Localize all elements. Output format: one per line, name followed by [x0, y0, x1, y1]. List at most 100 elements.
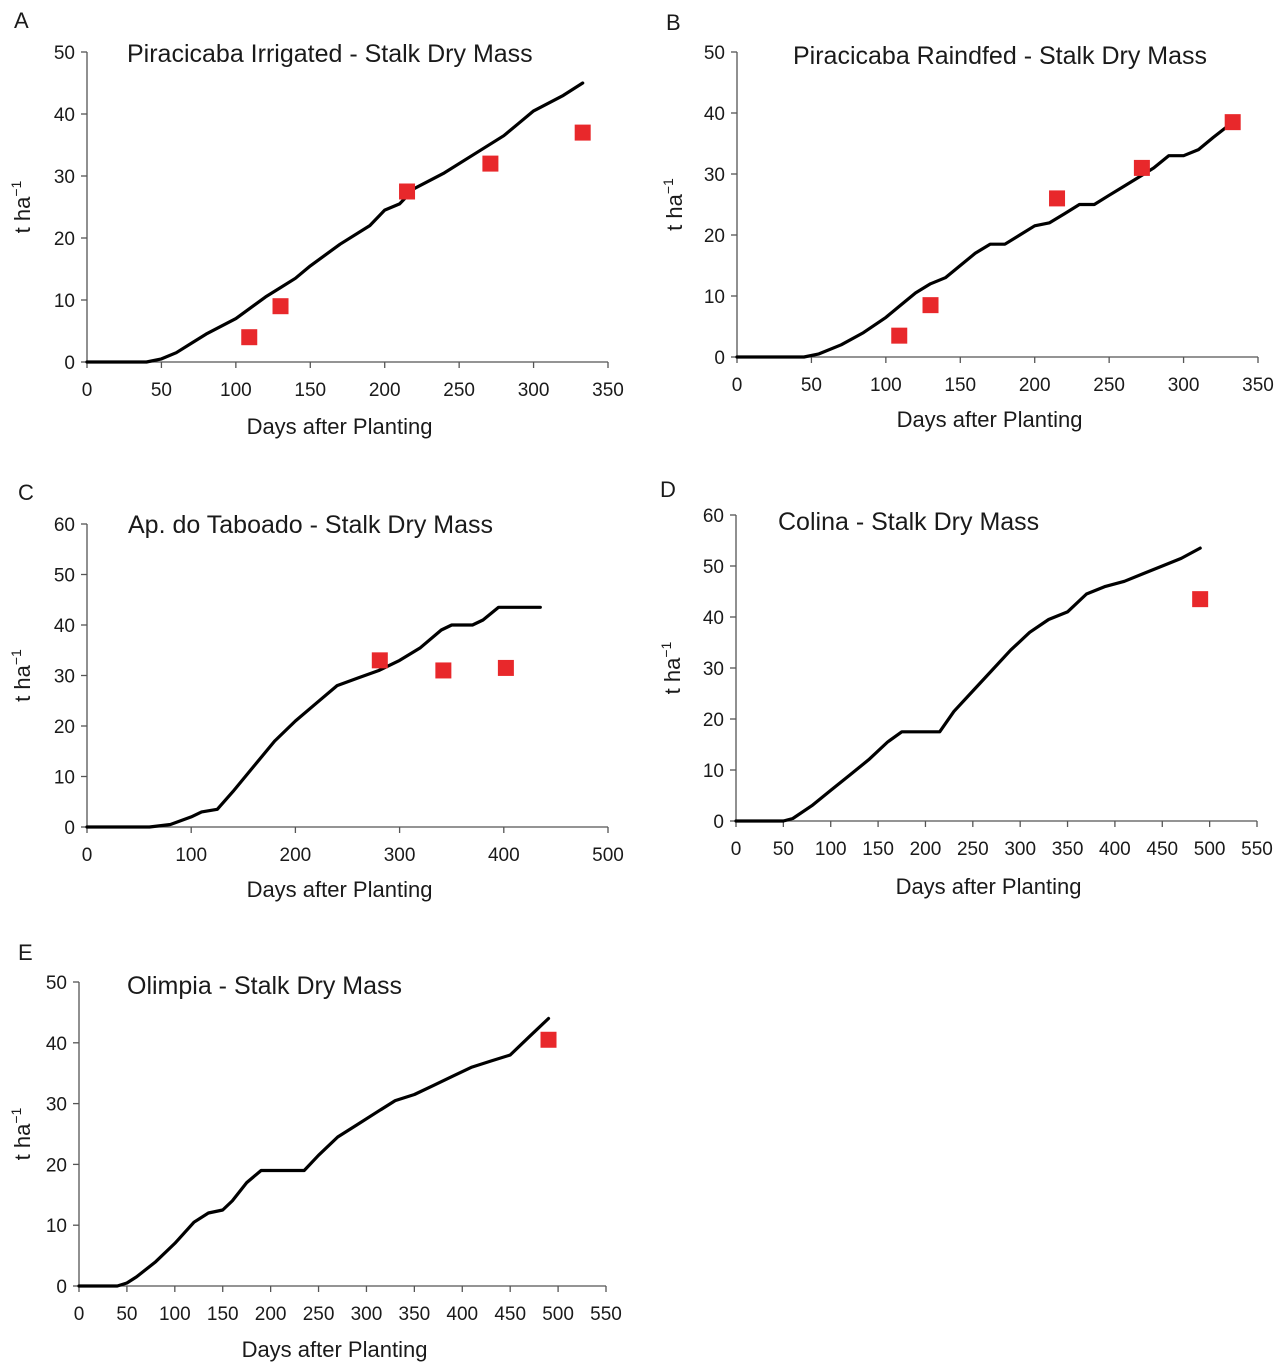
y-axis-title-text: t ha [10, 1123, 35, 1160]
simulated-line [85, 81, 585, 364]
observed-point [399, 183, 416, 200]
x-tick-label: 150 [207, 1304, 239, 1325]
y-tick-label: 50 [704, 43, 725, 64]
observed-point [1224, 114, 1241, 131]
y-axis-title: t ha−1 [8, 180, 35, 233]
y-axis-title-superscript: −1 [660, 178, 676, 194]
y-tick-label: 10 [54, 768, 75, 789]
panel-letter: A [14, 8, 29, 33]
x-tick-label: 450 [1146, 839, 1178, 860]
y-tick-label: 50 [54, 566, 75, 587]
chart-title: Piracicaba Irrigated - Stalk Dry Mass [127, 40, 533, 68]
x-tick-label: 500 [542, 1304, 574, 1325]
observed-point [540, 1031, 557, 1048]
chart-title: Piracicaba Raindfed - Stalk Dry Mass [793, 42, 1207, 70]
y-tick-label: 40 [703, 608, 724, 629]
y-tick-label: 10 [703, 761, 724, 782]
observed-point [574, 124, 591, 141]
x-tick-label: 150 [862, 839, 894, 860]
x-axis-title: Days after Planting [896, 874, 1082, 899]
x-tick-label: 150 [944, 375, 976, 396]
simulated-line [77, 1016, 551, 1288]
observed-point [1133, 159, 1150, 176]
x-tick-label: 350 [399, 1304, 431, 1325]
x-axis-title: Days after Planting [897, 407, 1083, 432]
x-tick-label: 100 [870, 375, 902, 396]
y-tick-label: 60 [54, 515, 75, 536]
y-tick-label: 30 [703, 659, 724, 680]
x-tick-label: 250 [1093, 375, 1125, 396]
y-axis-title: t ha−1 [660, 178, 687, 231]
y-tick-label: 20 [54, 717, 75, 738]
x-tick-label: 50 [151, 380, 172, 401]
y-tick-label: 10 [54, 291, 75, 312]
y-tick-label: 0 [64, 353, 75, 374]
simulated-line [735, 120, 1235, 359]
y-axis-title: t ha−1 [658, 641, 685, 694]
y-tick-label: 20 [54, 229, 75, 250]
y-tick-label: 40 [46, 1034, 67, 1055]
y-axis-title-text: t ha [10, 196, 35, 233]
y-axis-title-text: t ha [660, 657, 685, 694]
x-tick-label: 100 [159, 1304, 191, 1325]
y-tick-label: 50 [54, 43, 75, 64]
simulated-line [85, 605, 542, 829]
observed-point [435, 662, 452, 679]
x-tick-label: 200 [280, 845, 312, 866]
x-tick-label: 350 [1052, 839, 1084, 860]
x-tick-label: 550 [590, 1304, 622, 1325]
x-tick-label: 0 [732, 375, 743, 396]
y-tick-label: 50 [703, 557, 724, 578]
y-axis-title-superscript: −1 [8, 1107, 24, 1123]
x-axis-title: Days after Planting [247, 414, 433, 439]
y-axis-title-superscript: −1 [658, 641, 674, 657]
x-tick-label: 100 [815, 839, 847, 860]
chart-title: Ap. do Taboado - Stalk Dry Mass [128, 511, 493, 539]
x-tick-label: 100 [175, 845, 207, 866]
x-tick-label: 200 [910, 839, 942, 860]
y-tick-label: 50 [46, 973, 67, 994]
y-tick-label: 30 [46, 1095, 67, 1116]
x-tick-label: 50 [116, 1304, 137, 1325]
x-tick-label: 400 [446, 1304, 478, 1325]
x-tick-label: 500 [592, 845, 624, 866]
y-tick-label: 20 [703, 710, 724, 731]
chart-panel-a: A Piracicaba Irrigated - Stalk Dry Mass 0 1… [8, 8, 624, 439]
chart-title: Olimpia - Stalk Dry Mass [127, 972, 402, 1000]
x-tick-label: 350 [1242, 375, 1274, 396]
y-tick-label: 40 [54, 105, 75, 126]
y-axis-title-text: t ha [662, 193, 687, 230]
y-tick-label: 30 [704, 165, 725, 186]
y-tick-label: 0 [56, 1277, 67, 1298]
x-tick-label: 250 [303, 1304, 335, 1325]
y-tick-label: 40 [54, 616, 75, 637]
x-tick-label: 250 [443, 380, 475, 401]
x-tick-label: 100 [220, 380, 252, 401]
y-axis-title-superscript: −1 [8, 649, 24, 665]
chart-panel-d: D Colina - Stalk Dry Mass 0 10 20 30 40 50 60 0 50… [658, 477, 1273, 899]
y-tick-label: 0 [714, 348, 725, 369]
y-axis-title-superscript: −1 [8, 180, 24, 196]
observed-point [482, 155, 499, 172]
x-tick-label: 250 [957, 839, 989, 860]
y-tick-label: 20 [704, 226, 725, 247]
y-tick-label: 30 [54, 667, 75, 688]
chart-title: Colina - Stalk Dry Mass [778, 508, 1039, 536]
y-axis-title: t ha−1 [8, 649, 35, 702]
simulated-line [734, 546, 1202, 823]
panel-letter: B [666, 10, 681, 35]
observed-point [371, 652, 388, 669]
x-tick-label: 300 [384, 845, 416, 866]
y-tick-label: 10 [46, 1216, 67, 1237]
x-tick-label: 200 [1019, 375, 1051, 396]
observed-point [922, 297, 939, 314]
x-tick-label: 50 [801, 375, 822, 396]
x-tick-label: 0 [82, 845, 93, 866]
x-tick-label: 500 [1194, 839, 1226, 860]
x-tick-label: 300 [518, 380, 550, 401]
panel-letter: C [18, 480, 34, 505]
observed-point [891, 327, 908, 344]
x-tick-label: 150 [294, 380, 326, 401]
observed-point [497, 659, 514, 676]
